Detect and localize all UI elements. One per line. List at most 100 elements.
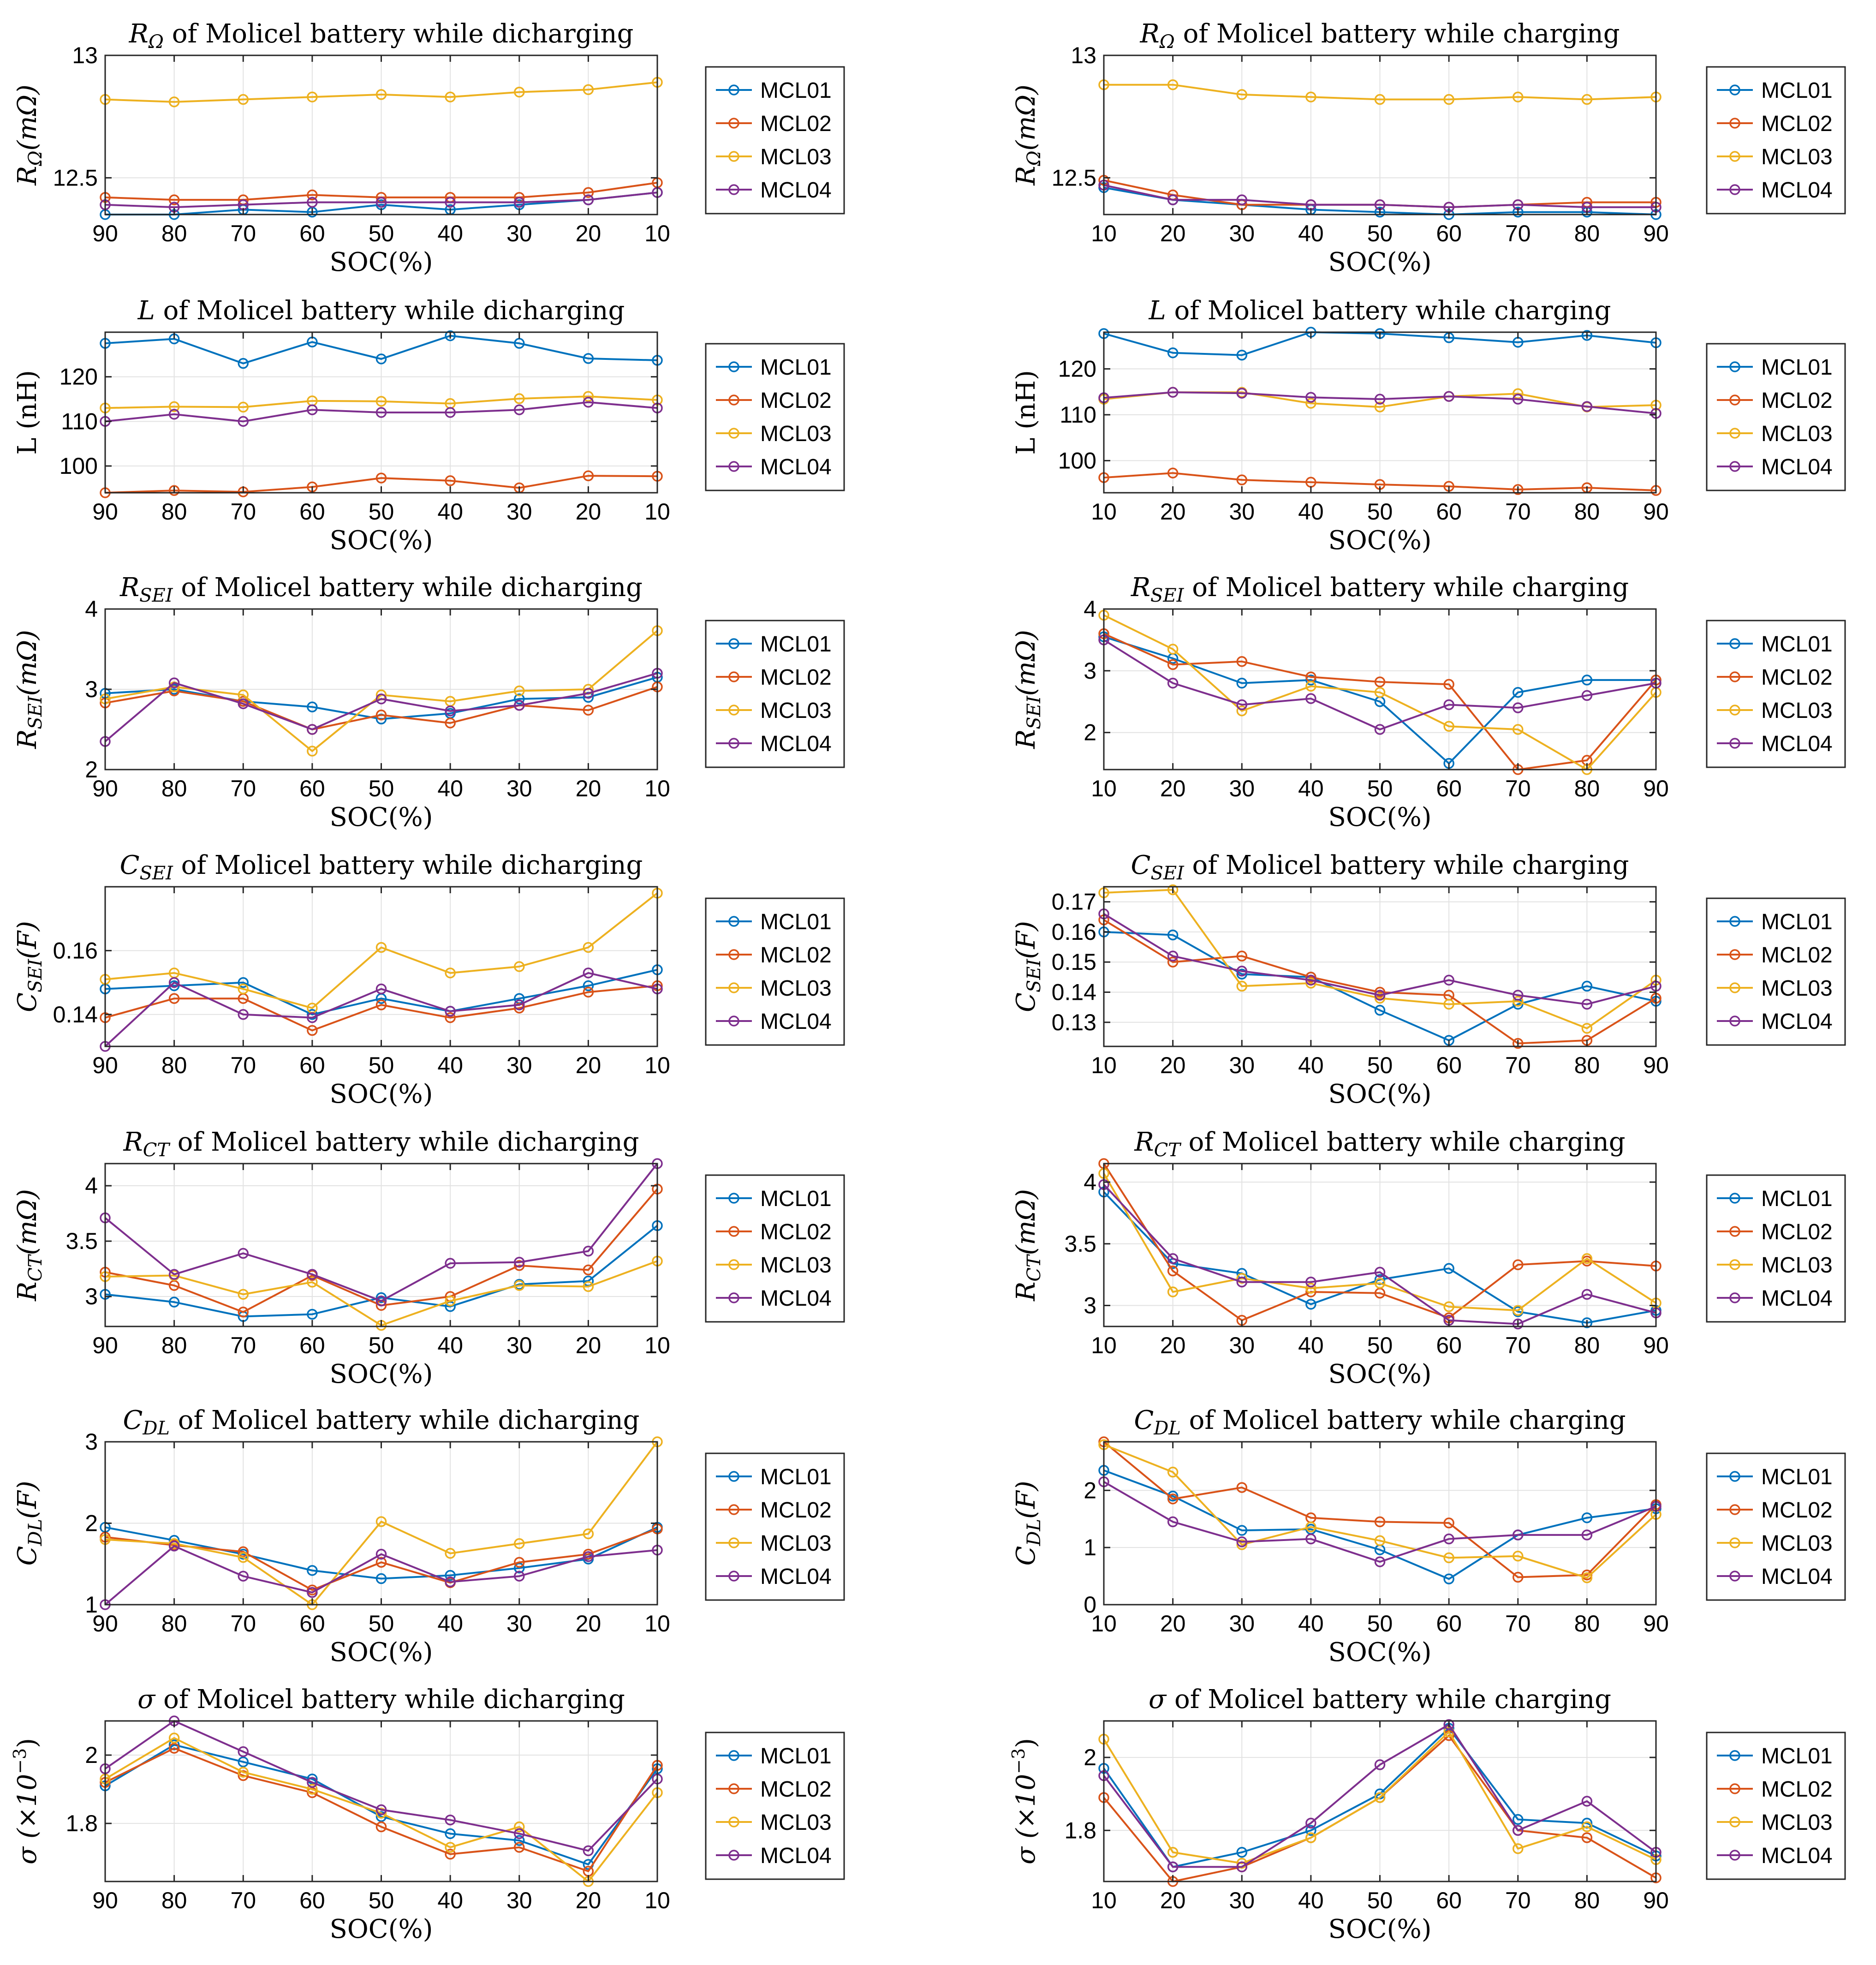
data-point-mcl01 — [238, 358, 249, 369]
legend-marker-mcl01 — [728, 361, 739, 372]
x-tick-label: 40 — [1298, 499, 1324, 525]
chart-title: RCT of Molicel battery while dicharging — [123, 1127, 639, 1161]
x-tick-label: 90 — [92, 1887, 118, 1913]
data-point-mcl02 — [1513, 1259, 1524, 1271]
legend-label-mcl02: MCL02 — [1761, 1777, 1833, 1802]
legend-label-mcl03: MCL03 — [1761, 1810, 1833, 1835]
data-point-mcl04 — [514, 1571, 525, 1582]
series-line-mcl04 — [1103, 184, 1656, 209]
legend-marker-mcl02 — [728, 394, 739, 406]
data-point-mcl04 — [1305, 693, 1316, 704]
x-tick-label: 10 — [1091, 499, 1117, 525]
data-point-mcl04 — [1374, 394, 1386, 405]
y-axis-label: CSEI(F) — [1011, 921, 1045, 1012]
x-tick-label: 70 — [1505, 1887, 1531, 1913]
y-tick-label: 3 — [85, 676, 98, 702]
data-point-mcl04 — [1167, 194, 1179, 205]
data-point-mcl01 — [1513, 687, 1524, 698]
legend-marker-mcl01 — [728, 84, 739, 96]
data-point-mcl03 — [1581, 1253, 1593, 1264]
data-point-mcl03 — [168, 1732, 180, 1744]
data-point-mcl04 — [375, 1804, 387, 1816]
data-point-mcl02 — [238, 1770, 249, 1781]
data-point-mcl03 — [1167, 884, 1179, 896]
y-tick-label: 1.8 — [66, 1810, 98, 1836]
x-axis-label: SOC(%) — [329, 526, 433, 555]
data-point-mcl04 — [514, 1256, 525, 1268]
data-point-mcl04 — [1305, 392, 1316, 403]
x-tick-label: 10 — [1091, 1332, 1117, 1358]
data-point-mcl03 — [238, 983, 249, 995]
data-point-mcl03 — [1305, 1521, 1316, 1533]
x-tick-label: 20 — [576, 1332, 602, 1358]
legend-marker-mcl04 — [1729, 461, 1740, 472]
y-tick-label: 1 — [85, 1592, 98, 1618]
data-point-mcl03 — [375, 1516, 387, 1527]
data-point-mcl03 — [1581, 1023, 1593, 1034]
legend-marker-mcl03 — [1729, 1537, 1740, 1548]
data-point-mcl02 — [168, 993, 180, 1004]
data-point-mcl03 — [168, 401, 180, 412]
legend-label-mcl01: MCL01 — [760, 632, 832, 657]
y-tick-label: 0.14 — [1052, 979, 1096, 1005]
x-tick-label: 10 — [644, 1611, 670, 1637]
x-tick-label: 90 — [92, 1052, 118, 1078]
data-point-mcl04 — [1581, 401, 1593, 412]
x-tick-label: 50 — [369, 499, 394, 525]
series-line-mcl01 — [105, 334, 658, 364]
title-subscript: Ω — [1159, 31, 1175, 53]
data-point-mcl04 — [1236, 966, 1247, 977]
y-tick-label: 0.16 — [1052, 919, 1096, 945]
data-point-mcl04 — [1236, 1276, 1247, 1288]
series-line-mcl03 — [105, 395, 658, 409]
y-label-unit: (mΩ) — [12, 84, 42, 150]
data-point-mcl03 — [1581, 1572, 1593, 1583]
data-point-mcl03 — [514, 961, 525, 972]
data-point-mcl02 — [1374, 1516, 1386, 1528]
x-tick-label: 70 — [1505, 1052, 1531, 1078]
x-tick-label: 20 — [576, 221, 602, 246]
data-point-mcl03 — [307, 1277, 318, 1288]
data-point-mcl03 — [238, 94, 249, 105]
data-point-mcl04 — [307, 1269, 318, 1280]
title-subscript: DL — [1153, 1418, 1181, 1439]
legend-marker-mcl02 — [728, 1226, 739, 1237]
series-line-mcl04 — [104, 672, 658, 742]
series-line-mcl02 — [1103, 472, 1656, 492]
data-point-mcl01 — [1374, 1004, 1386, 1016]
title-text: of Molicel battery while charging — [1184, 850, 1629, 880]
x-axis-label: SOC(%) — [1328, 1359, 1431, 1389]
x-tick-label: 30 — [1229, 1332, 1255, 1358]
legend-marker-mcl02 — [1729, 1504, 1740, 1515]
data-point-mcl03 — [307, 1784, 318, 1795]
y-axis-label: RSEI(mΩ) — [1011, 630, 1045, 749]
legend-marker-mcl01 — [728, 916, 739, 927]
data-point-mcl01 — [307, 701, 318, 713]
data-point-mcl02 — [307, 1025, 318, 1036]
series-line-mcl04 — [105, 191, 658, 209]
legend-label-mcl02: MCL02 — [760, 388, 832, 413]
data-point-mcl01 — [238, 1756, 249, 1768]
y-axis-label: RΩ(mΩ) — [1011, 84, 1045, 186]
data-point-mcl02 — [375, 709, 387, 721]
data-point-mcl02 — [514, 1260, 525, 1271]
x-tick-label: 10 — [1091, 1052, 1117, 1078]
legend-marker-mcl04 — [728, 184, 739, 195]
y-label-symbol: C — [12, 992, 42, 1012]
data-point-mcl03 — [375, 396, 387, 407]
data-point-mcl01 — [375, 1573, 387, 1584]
y-axis-label: RΩ(mΩ) — [12, 84, 46, 186]
y-label-unit: (F) — [1011, 921, 1041, 959]
title-symbol: L — [1149, 296, 1166, 326]
x-tick-label: 90 — [1643, 1052, 1669, 1078]
data-point-mcl04 — [1167, 1516, 1179, 1528]
chart-title: CDL of Molicel battery while charging — [1134, 1405, 1626, 1439]
data-point-mcl04 — [238, 698, 249, 710]
data-point-mcl01 — [238, 977, 249, 988]
x-tick-label: 60 — [299, 499, 325, 525]
legend-marker-mcl04 — [728, 1015, 739, 1027]
x-tick-label: 50 — [369, 776, 394, 801]
data-point-mcl04 — [168, 977, 180, 988]
